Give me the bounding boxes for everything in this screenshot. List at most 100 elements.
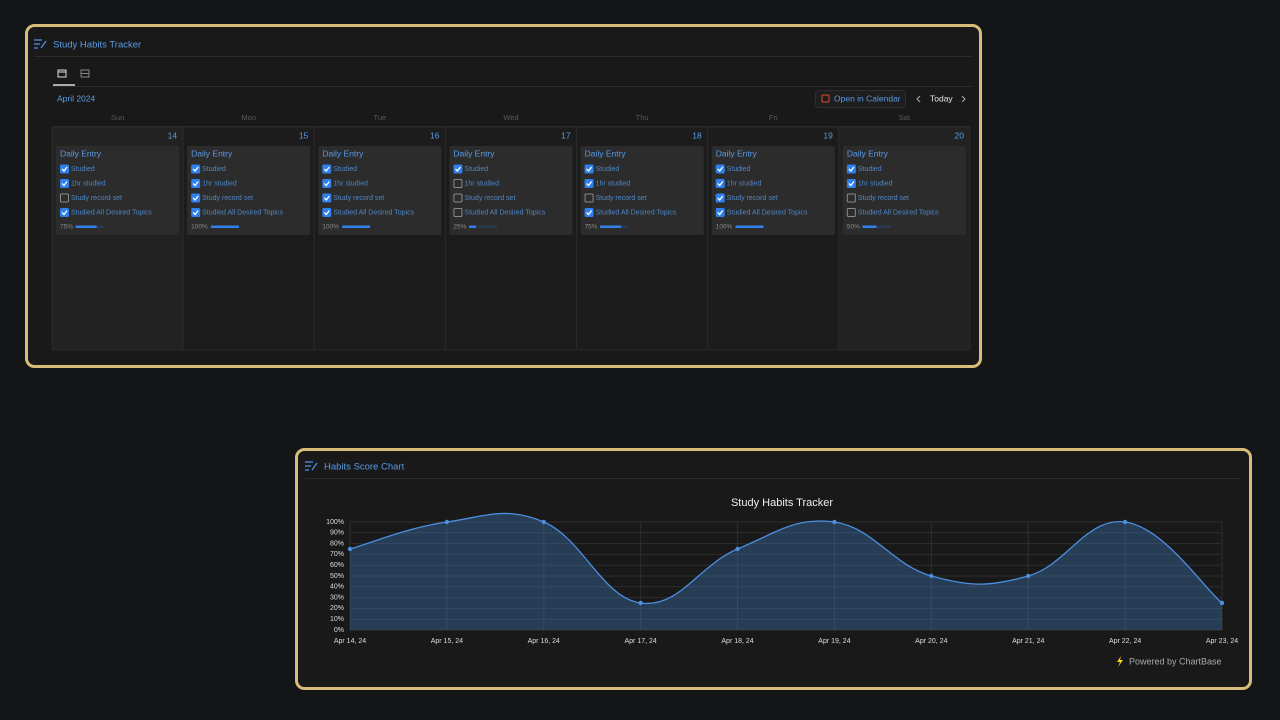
line [349,512,1223,605]
check-label: 1hr studied [858,180,893,187]
weekday-label: Tue [374,113,387,122]
check-label: Studied All Desired Topics [71,209,152,216]
next-button[interactable] [961,95,966,103]
progress-track [469,225,498,228]
weekday-label: Wed [503,113,518,122]
y-tick-label: 100% [326,519,344,526]
checkbox[interactable] [453,208,463,217]
checkmark [717,195,724,201]
checkbox[interactable] [191,179,201,188]
checkbox[interactable] [846,208,856,217]
checkmark [454,166,461,172]
x-tick-label: Apr 18, 24 [721,638,753,645]
check-label: Studied [858,166,882,173]
progress-bar [735,225,764,228]
checkbox[interactable] [191,164,201,174]
data-point[interactable] [929,573,934,579]
checkmark [192,195,199,201]
entry-card[interactable] [318,146,442,235]
tracker-title: Study Habits Tracker [53,40,141,51]
data-point[interactable] [347,546,353,552]
day-number: 17 [561,130,571,140]
checkbox[interactable] [322,193,332,203]
data-point[interactable] [541,519,546,525]
data-point[interactable] [1219,600,1225,606]
x-tick-label: Apr 14, 24 [334,638,366,645]
check-label: Studied [202,166,226,173]
checkbox[interactable] [191,193,201,203]
weekday-label: Fri [769,113,778,122]
check-label: Studied [596,166,620,173]
checkbox[interactable] [60,164,69,174]
data-point[interactable] [444,519,450,525]
checkbox[interactable] [846,179,856,188]
weekday-label: Sun [111,113,124,122]
checkmark [848,166,855,172]
checkbox[interactable] [60,208,69,217]
day-number: 16 [430,130,440,140]
checkbox[interactable] [715,179,725,188]
entry-card[interactable] [711,146,835,235]
checkbox[interactable] [322,164,332,174]
checkbox[interactable] [584,193,594,203]
data-point[interactable] [1122,519,1128,525]
checkbox[interactable] [846,164,856,174]
entry-title: Daily Entry [716,148,758,158]
y-tick-label: 20% [330,605,344,612]
checkmark [192,181,199,187]
entry-card[interactable] [580,146,704,235]
entry-card[interactable] [449,146,573,235]
checkmark [61,181,68,187]
checkmark [323,210,330,216]
entry-card[interactable] [56,146,180,235]
weekday-label: Sat [899,113,911,122]
checkbox[interactable] [584,179,594,188]
checkmark [192,210,199,216]
entry-title: Daily Entry [453,148,495,158]
entry-title: Daily Entry [322,148,364,158]
prev-button[interactable] [916,95,921,103]
checkbox[interactable] [584,164,594,174]
checkmark [192,166,199,172]
y-tick-label: 40% [330,584,344,591]
weekday-label: Thu [636,113,649,122]
checkbox[interactable] [453,164,463,174]
open-in-calendar-button[interactable] [815,90,906,108]
checkbox[interactable] [715,193,725,203]
checkbox[interactable] [715,208,725,217]
checkbox[interactable] [191,208,201,217]
entry-card[interactable] [842,146,966,235]
entry-card[interactable] [187,146,311,235]
check-label: Studied All Desired Topics [858,209,939,216]
checkbox[interactable] [453,193,463,203]
y-tick-label: 90% [330,530,344,537]
checkbox[interactable] [453,179,463,188]
progress-label: 100% [716,224,733,231]
data-point[interactable] [735,546,740,552]
checkbox[interactable] [846,193,856,203]
checkbox[interactable] [322,208,332,217]
checkbox[interactable] [60,179,69,188]
day-number: 20 [955,130,965,140]
progress-bar [75,225,97,228]
checkbox[interactable] [322,179,332,188]
check-label: 1hr studied [333,180,368,187]
calendar-view-tab[interactable] [57,69,67,78]
entry-title: Daily Entry [60,148,102,158]
checkmark [586,210,593,216]
y-tick-label: 50% [330,573,344,580]
data-point[interactable] [638,600,643,606]
check-label: Study record set [71,195,122,202]
checkbox[interactable] [584,208,594,217]
data-point[interactable] [832,519,837,525]
data-point[interactable] [1026,573,1031,579]
checkbox[interactable] [60,193,69,203]
x-tick-label: Apr 23, 24 [1206,638,1238,645]
today-button[interactable]: Today [930,93,953,103]
calendar-icon [821,94,830,103]
checkmark [586,181,593,187]
checkbox[interactable] [715,164,725,174]
check-label: Study record set [727,195,778,202]
